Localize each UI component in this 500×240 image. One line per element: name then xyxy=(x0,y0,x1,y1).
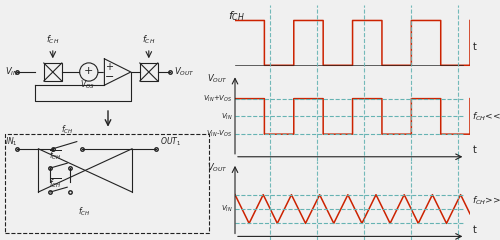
Text: $f_{CH}$: $f_{CH}$ xyxy=(142,33,156,46)
Text: $f_{CH}$: $f_{CH}$ xyxy=(228,9,245,23)
Text: $V_{IN}$: $V_{IN}$ xyxy=(221,111,232,121)
Text: $V_{OUT}$: $V_{OUT}$ xyxy=(208,162,228,174)
Text: $f_{CH}$: $f_{CH}$ xyxy=(46,33,60,46)
Text: $V_{IN}$-$V_{OS}$: $V_{IN}$-$V_{OS}$ xyxy=(206,129,233,139)
Text: $IN_1$: $IN_1$ xyxy=(6,135,18,148)
Text: $V_{OS}$: $V_{OS}$ xyxy=(80,79,95,91)
Text: $OUT_1$: $OUT_1$ xyxy=(160,135,180,148)
Polygon shape xyxy=(104,59,131,85)
Text: −: − xyxy=(104,72,114,82)
Text: $V_{IN}$: $V_{IN}$ xyxy=(5,66,18,78)
Text: $f_{CH}$>>BW: $f_{CH}$>>BW xyxy=(472,194,500,207)
Text: $V_{IN}$: $V_{IN}$ xyxy=(221,204,232,214)
Text: +: + xyxy=(105,62,113,72)
Text: t: t xyxy=(472,145,476,155)
Text: $V_{OUT}$: $V_{OUT}$ xyxy=(174,66,195,78)
Text: +: + xyxy=(84,66,94,76)
Text: t: t xyxy=(472,42,476,52)
Text: $f_{CH}$: $f_{CH}$ xyxy=(61,123,74,136)
Text: $V_{IN}$+$V_{OS}$: $V_{IN}$+$V_{OS}$ xyxy=(203,94,232,104)
Text: t: t xyxy=(472,225,476,235)
Text: $f_{CH}$<<BW: $f_{CH}$<<BW xyxy=(472,110,500,123)
Text: $f_{CH}$: $f_{CH}$ xyxy=(78,206,90,218)
Text: $\overline{f_{CH}}$: $\overline{f_{CH}}$ xyxy=(49,148,62,162)
Bar xyxy=(140,63,158,81)
Text: $V_{OUT}$: $V_{OUT}$ xyxy=(208,73,228,85)
Bar xyxy=(44,63,62,81)
Text: $\overline{f_{CH}}$: $\overline{f_{CH}}$ xyxy=(49,176,62,190)
